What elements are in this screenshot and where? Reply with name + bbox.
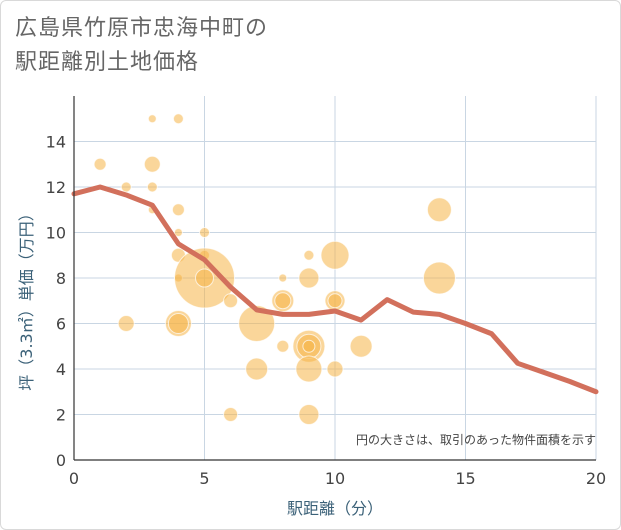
data-point	[223, 293, 239, 309]
data-point	[93, 157, 107, 171]
y-tick-label: 6	[56, 315, 66, 334]
chart-title: 広島県竹原市忠海中町の 駅距離別土地価格	[15, 12, 268, 80]
data-point	[295, 355, 323, 383]
data-point	[167, 313, 189, 334]
chart-title-line1: 広島県竹原市忠海中町の	[15, 16, 269, 41]
x-axis-title: 駅距離（分）	[287, 499, 383, 518]
data-point	[303, 249, 315, 261]
data-point	[349, 334, 373, 358]
x-tick-label: 10	[325, 469, 345, 488]
data-point	[426, 197, 452, 223]
y-tick-label: 8	[56, 269, 66, 288]
y-tick-label: 2	[56, 406, 66, 425]
trend-series	[71, 184, 599, 395]
data-point	[274, 292, 292, 310]
data-point	[276, 339, 290, 353]
data-point	[302, 339, 316, 353]
data-point	[327, 293, 343, 309]
x-tick-label: 5	[199, 469, 209, 488]
data-point	[278, 273, 288, 283]
data-point	[143, 155, 161, 173]
data-point	[146, 181, 158, 193]
data-point	[172, 113, 184, 125]
tick-labels: 0 5 10 15 20 0 2 4 6 8 10 12 14	[46, 133, 607, 489]
y-tick-label: 0	[56, 451, 66, 470]
data-point	[298, 404, 320, 425]
x-tick-label: 20	[586, 469, 606, 488]
y-tick-label: 4	[56, 360, 66, 379]
data-point	[120, 181, 132, 193]
data-point	[147, 114, 157, 124]
y-tick-label: 10	[46, 224, 66, 243]
data-point	[326, 360, 344, 378]
grid-lines	[74, 96, 597, 460]
bubble-series	[93, 113, 456, 425]
y-axis-title: 坪（3.3㎡）単価（万円）	[17, 205, 36, 390]
data-point	[238, 305, 276, 342]
data-point	[117, 315, 135, 332]
data-point	[320, 240, 350, 270]
axes	[73, 96, 596, 461]
x-tick-label: 15	[455, 469, 475, 488]
x-tick-label: 0	[69, 469, 79, 488]
data-point	[223, 407, 239, 422]
data-point	[298, 267, 320, 289]
chart-title-line2: 駅距離別土地価格	[15, 50, 200, 75]
data-point	[245, 357, 269, 381]
y-tick-label: 12	[46, 178, 66, 197]
data-point	[422, 261, 456, 295]
data-point	[173, 228, 183, 237]
y-tick-label: 14	[46, 133, 66, 152]
data-point	[199, 227, 210, 238]
size-legend-note: 円の大きさは、取引のあった物件面積を示す	[356, 432, 596, 447]
data-point	[195, 268, 214, 288]
trend-line	[71, 184, 599, 395]
data-point	[171, 203, 185, 217]
